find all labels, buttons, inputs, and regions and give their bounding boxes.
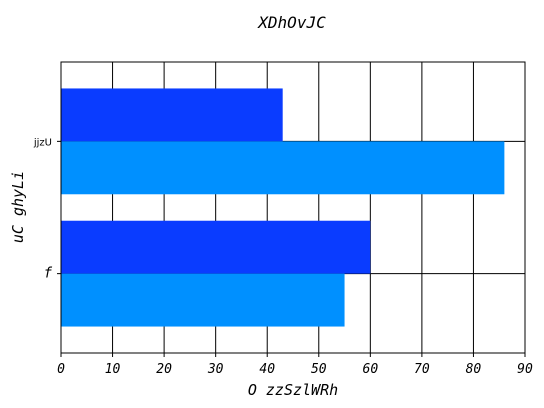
y-tick-label: jjzU	[33, 137, 52, 148]
x-axis-label: O zzSzlWRh	[248, 381, 338, 399]
x-tick-label: 70	[414, 362, 430, 377]
y-axis-label: uC ghyLi	[9, 171, 27, 243]
y-tick-label: f	[44, 266, 53, 282]
x-tick-label: 20	[156, 362, 172, 377]
x-tick-label: 60	[363, 362, 379, 377]
bar-jjzU-series-1	[61, 88, 283, 142]
bars	[61, 88, 505, 327]
y-axis-ticks: f jjzU	[33, 137, 61, 282]
x-tick-label: 90	[517, 362, 533, 377]
x-tick-label: 10	[105, 362, 121, 377]
chart-title: XDhOvJC	[257, 13, 326, 32]
x-tick-label: 50	[311, 362, 327, 377]
x-tick-label: 80	[466, 362, 482, 377]
x-tick-label: 30	[207, 362, 224, 377]
x-tick-label: 0	[57, 362, 65, 377]
bar-jjzU-series-2	[61, 141, 505, 195]
bar-f-series-2	[61, 273, 345, 327]
x-tick-label: 40	[259, 362, 275, 377]
plot-frame	[60, 61, 526, 354]
bar-f-series-1	[61, 220, 371, 274]
x-axis-ticks: 0 10 20 30 40 50 60 70 80 90	[57, 353, 533, 377]
